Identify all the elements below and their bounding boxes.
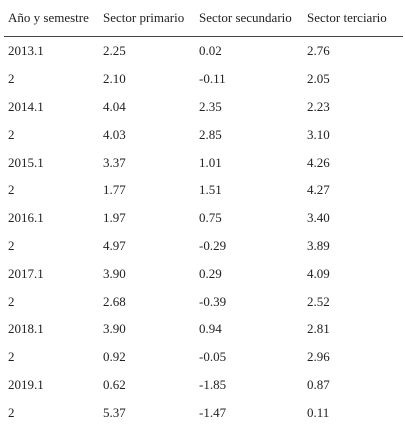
header-primary-sector: Sector primario	[99, 6, 195, 37]
cell-primary-sector: 5.37	[99, 398, 195, 426]
cell-secondary-sector: 0.94	[195, 315, 303, 343]
cell-year-semester: 2019.1	[4, 371, 99, 399]
cell-secondary-sector: -1.85	[195, 371, 303, 399]
cell-primary-sector: 1.97	[99, 204, 195, 232]
cell-year-semester: 2	[4, 343, 99, 371]
cell-primary-sector: 4.03	[99, 120, 195, 148]
data-table: Año y semestre Sector primario Sector se…	[4, 6, 403, 426]
cell-secondary-sector: 0.02	[195, 37, 303, 65]
cell-tertiary-sector: 2.81	[303, 315, 403, 343]
cell-year-semester: 2016.1	[4, 204, 99, 232]
cell-tertiary-sector: 4.26	[303, 148, 403, 176]
cell-secondary-sector: 0.75	[195, 204, 303, 232]
cell-primary-sector: 3.90	[99, 315, 195, 343]
cell-year-semester: 2	[4, 287, 99, 315]
cell-primary-sector: 4.97	[99, 232, 195, 260]
header-secondary-sector: Sector secundario	[195, 6, 303, 37]
cell-secondary-sector: -0.29	[195, 232, 303, 260]
cell-tertiary-sector: 4.27	[303, 176, 403, 204]
cell-primary-sector: 3.37	[99, 148, 195, 176]
cell-secondary-sector: 2.35	[195, 93, 303, 121]
cell-year-semester: 2	[4, 232, 99, 260]
cell-secondary-sector: 1.01	[195, 148, 303, 176]
cell-secondary-sector: -0.11	[195, 65, 303, 93]
cell-year-semester: 2014.1	[4, 93, 99, 121]
cell-tertiary-sector: 2.05	[303, 65, 403, 93]
header-year-semester: Año y semestre	[4, 6, 99, 37]
cell-primary-sector: 2.10	[99, 65, 195, 93]
cell-year-semester: 2013.1	[4, 37, 99, 65]
cell-year-semester: 2	[4, 120, 99, 148]
cell-tertiary-sector: 3.40	[303, 204, 403, 232]
cell-tertiary-sector: 3.89	[303, 232, 403, 260]
cell-year-semester: 2018.1	[4, 315, 99, 343]
cell-primary-sector: 1.77	[99, 176, 195, 204]
cell-secondary-sector: -0.05	[195, 343, 303, 371]
cell-secondary-sector: 1.51	[195, 176, 303, 204]
cell-tertiary-sector: 2.23	[303, 93, 403, 121]
cell-primary-sector: 3.90	[99, 259, 195, 287]
cell-tertiary-sector: 0.11	[303, 398, 403, 426]
cell-secondary-sector: 2.85	[195, 120, 303, 148]
cell-primary-sector: 2.25	[99, 37, 195, 65]
cell-primary-sector: 4.04	[99, 93, 195, 121]
cell-tertiary-sector: 2.52	[303, 287, 403, 315]
header-tertiary-sector: Sector terciario	[303, 6, 403, 37]
cell-tertiary-sector: 2.96	[303, 343, 403, 371]
cell-tertiary-sector: 0.87	[303, 371, 403, 399]
cell-secondary-sector: 0.29	[195, 259, 303, 287]
cell-year-semester: 2	[4, 65, 99, 93]
cell-secondary-sector: -0.39	[195, 287, 303, 315]
table-header: Año y semestre Sector primario Sector se…	[4, 6, 403, 37]
cell-primary-sector: 2.68	[99, 287, 195, 315]
cell-year-semester: 2	[4, 176, 99, 204]
cell-primary-sector: 0.62	[99, 371, 195, 399]
cell-year-semester: 2017.1	[4, 259, 99, 287]
cell-year-semester: 2015.1	[4, 148, 99, 176]
cell-tertiary-sector: 2.76	[303, 37, 403, 65]
cell-secondary-sector: -1.47	[195, 398, 303, 426]
header-row: Año y semestre Sector primario Sector se…	[4, 6, 403, 37]
cell-tertiary-sector: 3.10	[303, 120, 403, 148]
cell-tertiary-sector: 4.09	[303, 259, 403, 287]
cell-primary-sector: 0.92	[99, 343, 195, 371]
cell-year-semester: 2	[4, 398, 99, 426]
